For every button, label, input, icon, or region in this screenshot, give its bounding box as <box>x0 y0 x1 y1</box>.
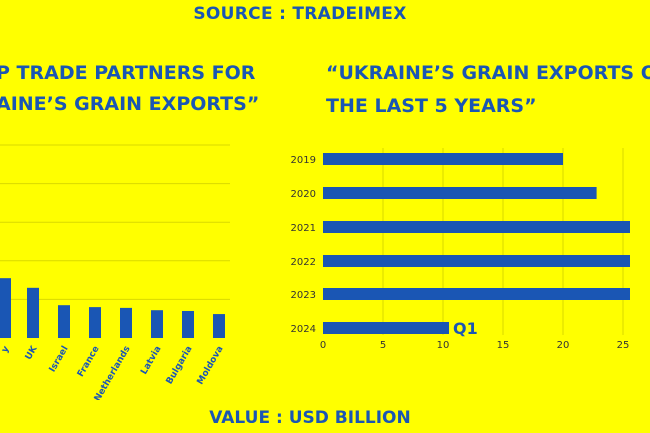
right-bar <box>323 221 630 233</box>
left-bar <box>0 278 11 338</box>
right-bar <box>323 187 597 199</box>
right-bar <box>323 288 630 300</box>
left-chart-title-line-2: AINE’S GRAIN EXPORTS” <box>0 93 260 115</box>
right-category-label: 2019 <box>291 155 316 166</box>
left-bar <box>58 305 70 338</box>
right-x-tick-label: 20 <box>557 340 570 351</box>
right-x-tick-label: 5 <box>380 340 386 351</box>
left-bar <box>151 310 163 338</box>
right-x-tick-label: 15 <box>497 340 510 351</box>
left-bar <box>120 307 132 338</box>
right-category-label: 2022 <box>291 257 316 268</box>
right-category-label: 2024 <box>291 324 316 335</box>
right-bar-chart: 2019 2020 2021 2022 2023 2024 Q1 0 5 10 15 20 25 <box>291 148 630 351</box>
right-category-label: 2023 <box>291 290 316 301</box>
right-bar <box>323 255 630 267</box>
left-category-label: Latvia <box>139 345 163 377</box>
left-chart-title-line-1: P TRADE PARTNERS FOR <box>0 62 256 84</box>
left-category-label: UK <box>24 344 40 362</box>
left-category-label: Moldova <box>196 345 226 387</box>
right-bar <box>323 322 449 334</box>
left-bar <box>27 287 39 338</box>
left-category-label: France <box>76 345 102 379</box>
right-x-tick-label: 10 <box>437 340 450 351</box>
right-chart-title-line-1: “UKRAINE’S GRAIN EXPORTS O <box>326 62 650 84</box>
q1-annotation: Q1 <box>453 319 478 338</box>
right-category-label: 2020 <box>291 189 316 200</box>
right-chart-title-line-2: THE LAST 5 YEARS” <box>326 95 537 117</box>
right-x-tick-label: 25 <box>617 340 630 351</box>
value-label: VALUE : USD BILLION <box>209 408 411 428</box>
left-category-label: y <box>0 344 12 354</box>
right-category-label: 2021 <box>291 223 316 234</box>
left-category-label: Bulgaria <box>165 345 195 387</box>
left-bar <box>182 310 194 338</box>
left-bar <box>213 314 225 338</box>
right-x-tick-label: 0 <box>320 340 326 351</box>
left-category-label: Israel <box>48 345 71 375</box>
right-bar <box>323 153 563 165</box>
left-bar <box>89 307 101 338</box>
source-label: SOURCE : TRADEIMEX <box>193 4 407 24</box>
